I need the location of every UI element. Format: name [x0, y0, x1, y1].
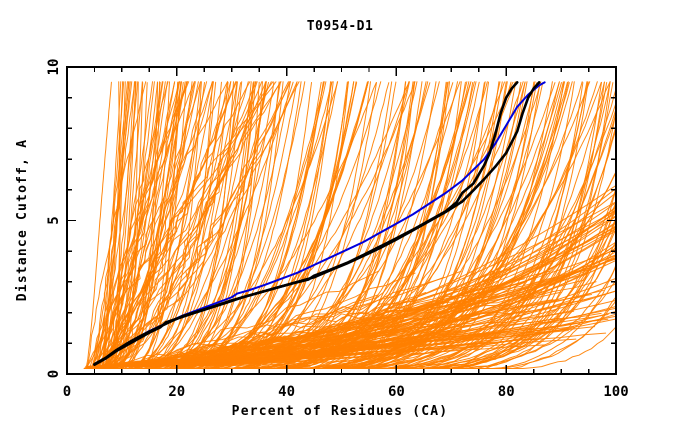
bulk-prediction-curve	[101, 338, 534, 368]
bulk-prediction-curve	[102, 81, 196, 369]
page-title: T0954-D1	[307, 19, 374, 34]
bulk-prediction-curve	[101, 298, 592, 368]
bulk-prediction-curve	[101, 81, 472, 369]
bulk-prediction-curve	[109, 81, 568, 369]
bulk-prediction-curve	[89, 81, 129, 369]
x-tick-label: 0	[63, 384, 71, 400]
y-tick-label: 5	[46, 216, 62, 224]
y-tick-label: 0	[46, 370, 62, 378]
bulk-prediction-curve	[87, 81, 215, 369]
axis-ticks	[66, 66, 617, 375]
bulk-prediction-curve	[101, 279, 586, 368]
bulk-prediction-curve	[109, 299, 617, 369]
axis-tick-labels: 0 20 40 60 80 100 0 5 10	[46, 59, 629, 400]
bulk-prediction-curve	[87, 301, 450, 368]
y-tick-label: 10	[46, 59, 62, 76]
bulk-curve-group	[83, 81, 617, 369]
x-tick-label: 100	[603, 384, 628, 400]
x-tick-label: 60	[388, 384, 405, 400]
bulk-prediction-curve	[103, 81, 255, 369]
x-axis-label: Percent of Residues (CA)	[232, 404, 449, 419]
bulk-prediction-curve	[97, 81, 298, 369]
bulk-prediction-curve	[85, 81, 339, 369]
bulk-prediction-curve	[88, 81, 176, 369]
bulk-prediction-curve	[86, 81, 289, 369]
bulk-prediction-curve	[91, 81, 188, 369]
bulk-prediction-curve	[96, 81, 258, 369]
bulk-prediction-curve	[87, 272, 416, 368]
bulk-prediction-curve	[102, 113, 617, 369]
bulk-prediction-curve	[98, 302, 374, 368]
bulk-prediction-curve	[108, 81, 291, 369]
bulk-prediction-curve	[105, 81, 334, 369]
bulk-prediction-curve	[98, 81, 542, 369]
bulk-prediction-curve	[104, 81, 267, 369]
y-axis-label: Distance Cutoff, A	[15, 139, 30, 301]
bulk-prediction-curve	[101, 81, 136, 369]
bulk-prediction-curve	[95, 81, 282, 369]
bulk-prediction-curve	[93, 81, 524, 369]
bulk-prediction-curve	[87, 81, 195, 369]
highlight-curve-reference-black-2	[93, 81, 541, 366]
bulk-prediction-curve	[96, 81, 180, 369]
bulk-prediction-curve	[107, 81, 238, 369]
bulk-prediction-curve	[96, 81, 133, 369]
bulk-prediction-curve	[89, 81, 179, 369]
bulk-prediction-curve	[84, 81, 112, 369]
bulk-prediction-curve	[92, 81, 190, 369]
bulk-prediction-curve	[102, 82, 270, 369]
x-tick-label: 80	[498, 384, 515, 400]
x-tick-label: 40	[278, 384, 295, 400]
bulk-prediction-curve	[105, 81, 488, 369]
bulk-prediction-curve	[98, 81, 232, 369]
bulk-prediction-curve	[104, 299, 554, 368]
x-tick-label: 20	[168, 384, 185, 400]
bulk-prediction-curve	[96, 81, 249, 369]
bulk-prediction-curve	[85, 81, 294, 369]
bulk-prediction-curve	[94, 81, 214, 369]
bulk-prediction-curve	[89, 81, 282, 369]
highlight-curve-group	[93, 81, 546, 367]
bulk-prediction-curve	[97, 81, 208, 369]
